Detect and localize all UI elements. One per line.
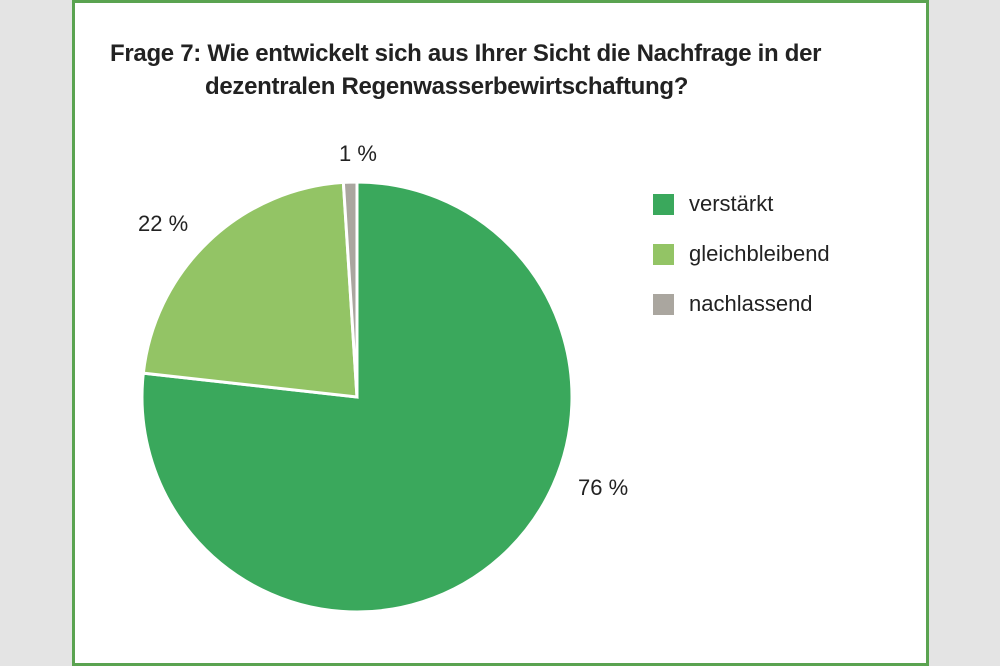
label-gleichbleibend: 22 % [138,211,189,236]
legend-swatch-icon [653,293,674,315]
legend-item-nachlassend: nachlassend [653,291,830,317]
chart-title-line-1: Frage 7: Wie entwickelt sich aus Ihrer S… [110,40,822,67]
legend-item-gleichbleibend: gleichbleibend [653,241,830,267]
chart-title-line-2: dezentralen Regenwasserbewirtschaftung? [205,73,689,100]
legend-item-verstaerkt: verstärkt [653,191,830,217]
legend-swatch-icon [653,193,674,215]
slice-gleichbleibend [141,180,359,399]
legend: verstärkt gleichbleibend nachlassend [653,191,830,341]
label-verstaerkt: 76 % [578,475,629,500]
label-nachlassend: 1 % [339,141,377,166]
slice-nachlassend [341,180,359,398]
pie-chart [140,180,574,614]
legend-swatch-icon [653,243,674,265]
chart-title: Frage 7: Wie entwickelt sich aus Ihrer S… [110,37,821,103]
slice-verstaerkt [140,180,574,614]
chart-card: Frage 7: Wie entwickelt sich aus Ihrer S… [72,0,929,666]
